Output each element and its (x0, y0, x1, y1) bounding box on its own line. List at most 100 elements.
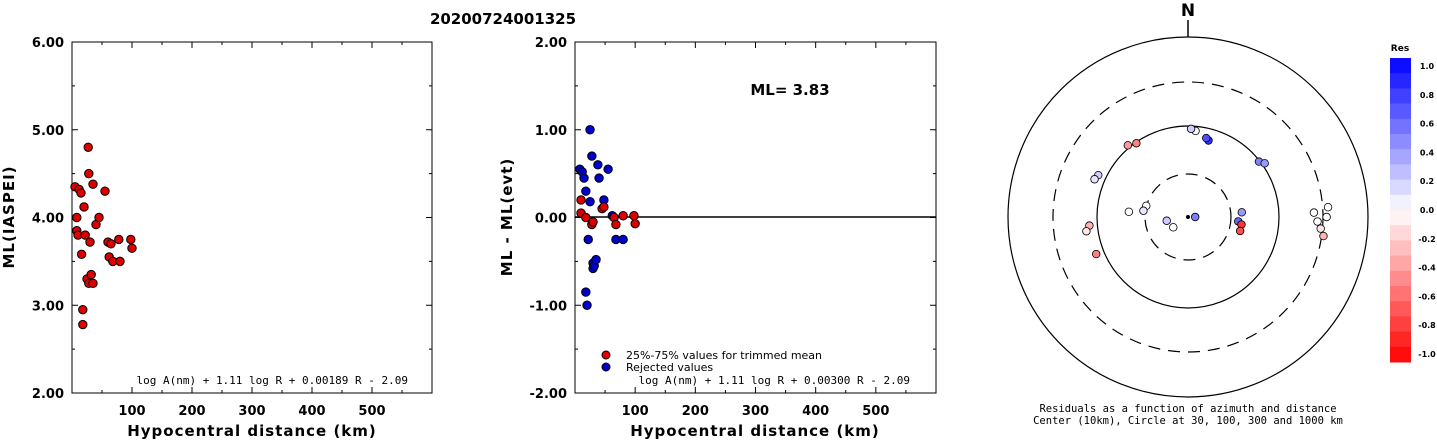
station-marker (1316, 224, 1325, 233)
colorbar-tick-label: 1.0 (1420, 62, 1435, 71)
magnitude-point (84, 168, 94, 179)
magnitude-point (83, 142, 93, 153)
panel1-frame (71, 41, 433, 394)
panel2-ytick-label: 2.00 (535, 36, 567, 51)
colorbar-swatch (1390, 73, 1411, 89)
residual-point (576, 195, 586, 205)
colorbar-swatch (1390, 88, 1411, 105)
panel1-xtick-label: 200 (178, 404, 205, 419)
magnitude-point (88, 278, 98, 289)
residual-point (618, 234, 628, 245)
residual-point (583, 234, 593, 245)
station-marker (1202, 133, 1211, 143)
station-marker (1309, 208, 1319, 217)
panel2-ytick-label: 1.00 (535, 124, 567, 139)
panel2-ytick-label: 0.00 (535, 212, 567, 227)
panel2-xtick-label: 200 (682, 404, 709, 419)
residual-point (629, 211, 639, 221)
residual-point (582, 300, 592, 310)
panel1-ylabel: ML(IASPEI) (0, 165, 18, 268)
panel2-y-ticks: -2.00 -1.00 0.00 1.00 2.00 (530, 36, 936, 402)
colorbar-swatch (1390, 134, 1411, 150)
residual-point (579, 173, 589, 183)
colorbar-swatch (1390, 118, 1411, 135)
panel1-x-ticks: 100 200 300 400 500 (101, 42, 403, 419)
station-marker (1082, 227, 1091, 236)
colorbar-swatches (1390, 58, 1411, 363)
station-markers (1082, 124, 1333, 259)
panel1-y-ticks: 2.00 3.00 4.00 5.00 6.00 (32, 36, 432, 402)
ml-annotation: ML= 3.83 (750, 81, 829, 99)
residual-point (594, 173, 604, 183)
residual-point (593, 160, 603, 170)
magnitude-point (115, 256, 125, 267)
colorbar-swatch (1390, 210, 1411, 226)
station-marker (1190, 212, 1200, 222)
panel1-points (70, 142, 137, 330)
panel1-xtick-label: 500 (358, 404, 385, 419)
station-marker (1090, 175, 1099, 184)
magnitude-point (94, 212, 104, 223)
magnitude-point (106, 239, 116, 249)
ring-30km (1144, 173, 1232, 261)
panel2-formula: log A(nm) + 1.11 log R + 0.00300 R - 2.0… (638, 374, 910, 387)
azimuth-residual-panel: N Residuals as a function of azimuth and… (1007, 1, 1369, 427)
colorbar-tick-label: 0.4 (1420, 148, 1435, 157)
station-marker (1162, 216, 1171, 225)
station-marker (1235, 226, 1245, 236)
panel1-xtick-label: 400 (298, 404, 325, 419)
residual-point (611, 219, 621, 230)
legend-label-trimmed: 25%-75% values for trimmed mean (626, 349, 822, 362)
legend-marker-rejected (601, 362, 611, 372)
epicenter-dot (1186, 215, 1190, 219)
colorbar-tick-label: -0.8 (1418, 321, 1436, 330)
colorbar-swatch (1390, 149, 1411, 165)
colorbar-tick-label: 0.8 (1420, 91, 1435, 100)
station-marker (1139, 206, 1148, 215)
colorbar-swatch (1390, 164, 1411, 181)
magnitude-point (78, 319, 88, 330)
panel1-ytick-label: 5.00 (32, 124, 64, 139)
station-marker (1092, 249, 1101, 259)
magnitude-point (76, 188, 86, 198)
panel2-ylabel: ML - ML(evt) (498, 158, 516, 276)
colorbar-tick-label: 0.2 (1420, 177, 1434, 186)
colorbar-tick-label: -0.6 (1418, 292, 1436, 301)
panel1-xtick-label: 300 (238, 404, 265, 419)
magnitude-point (76, 249, 87, 260)
panel2-points (575, 125, 640, 310)
residual-point (585, 197, 595, 207)
panel2-ytick-label: -2.00 (530, 387, 567, 402)
colorbar-swatch (1390, 58, 1411, 74)
magnitude-point (85, 237, 95, 247)
colorbar-ticks: 1.0 0.8 0.6 0.4 0.2 0.0 -0.2 -0.4 -0.6 -0.8 -1.0 (1418, 62, 1436, 359)
residual-point (581, 287, 591, 297)
magnitude-point (78, 304, 88, 315)
station-marker (1169, 223, 1178, 232)
magnitude-point (114, 234, 124, 245)
panel1-ytick-label: 2.00 (32, 387, 64, 402)
residual-point (599, 202, 609, 212)
ring-1000km (1007, 36, 1369, 398)
legend-marker-trimmed (601, 350, 611, 360)
station-marker (1186, 124, 1196, 134)
station-marker (1260, 159, 1269, 168)
polar-caption-2: Center (10km), Circle at 30, 100, 300 an… (1033, 415, 1343, 427)
magnitude-point (80, 230, 90, 240)
residual-colorbar: Res 1.0 0.8 0.6 0.4 0.2 0.0 -0.2 -0.4 -0.6 -0.8 -1… (1390, 44, 1436, 363)
panel2-x-ticks: 100 200 300 400 500 (604, 42, 907, 419)
panel2-xlabel: Hypocentral distance (km) (630, 422, 880, 440)
panel1-formula: log A(nm) + 1.11 log R + 0.00189 R - 2.0… (136, 374, 408, 387)
polar-caption-1: Residuals as a function of azimuth and d… (1039, 403, 1336, 415)
residual-point (585, 125, 595, 135)
colorbar-swatch (1390, 316, 1411, 333)
colorbar-swatch (1390, 270, 1411, 287)
colorbar-tick-label: -1.0 (1418, 350, 1436, 359)
colorbar-swatch (1390, 103, 1411, 120)
panel2-xtick-label: 300 (742, 404, 769, 419)
panel1-xlabel: Hypocentral distance (km) (127, 422, 377, 440)
colorbar-swatch (1390, 286, 1411, 302)
colorbar-tick-label: 0.6 (1420, 120, 1435, 129)
station-marker (1124, 207, 1134, 217)
residual-point (591, 254, 601, 265)
